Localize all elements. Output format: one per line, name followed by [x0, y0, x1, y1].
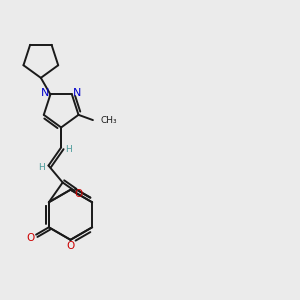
- Text: H: H: [65, 145, 72, 154]
- Text: O: O: [26, 233, 34, 243]
- Text: N: N: [73, 88, 81, 98]
- Text: N: N: [41, 88, 49, 98]
- Text: CH₃: CH₃: [100, 116, 117, 124]
- Text: H: H: [38, 164, 44, 172]
- Text: O: O: [75, 189, 83, 199]
- Text: O: O: [66, 241, 75, 251]
